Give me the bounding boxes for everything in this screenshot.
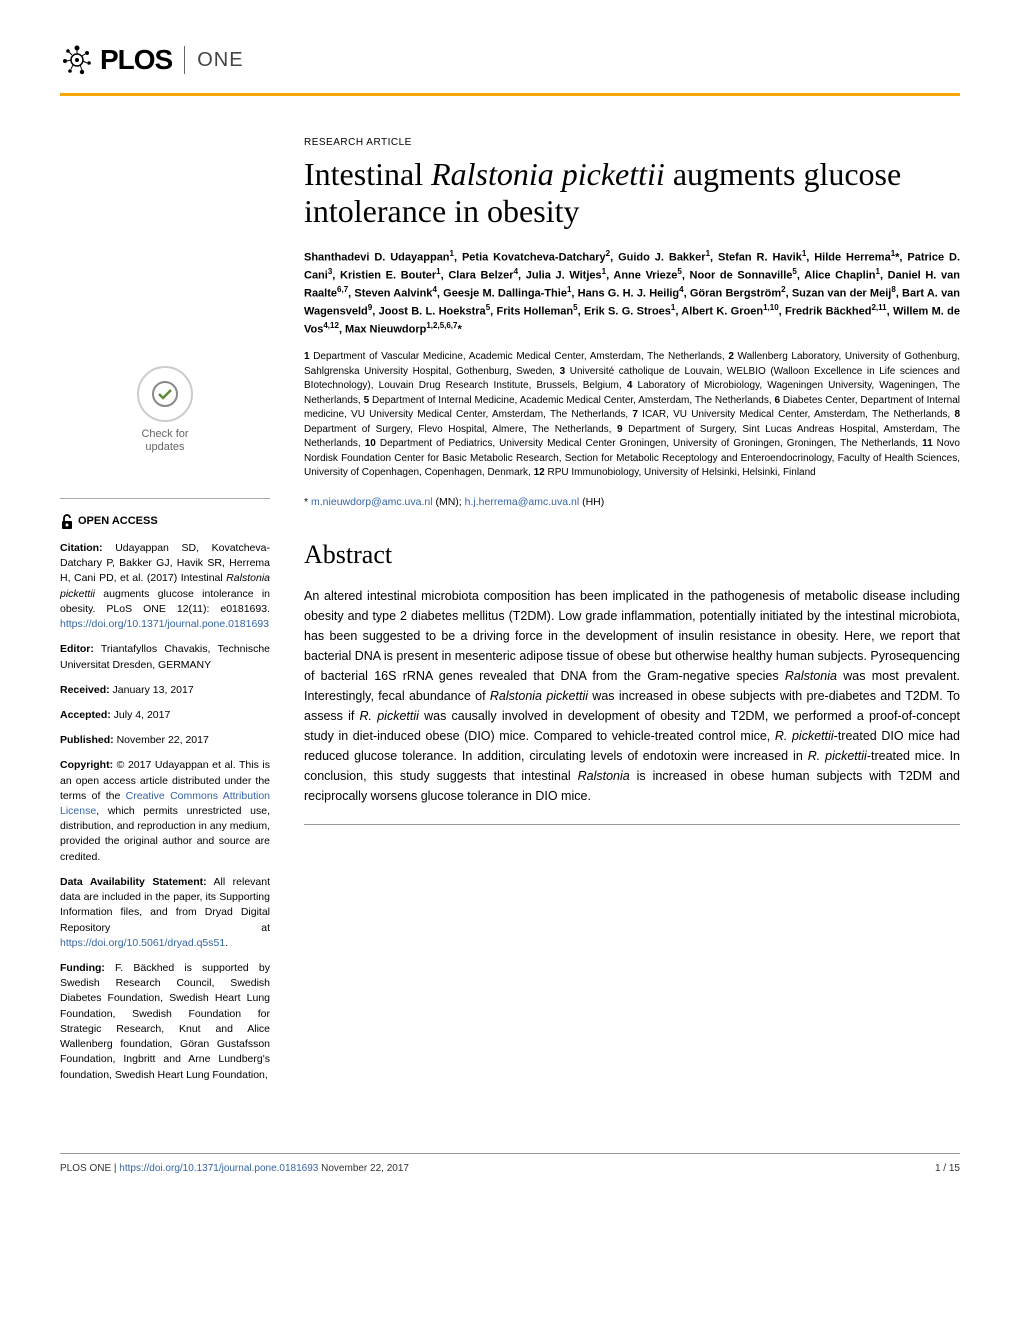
article-type: RESEARCH ARTICLE xyxy=(304,136,960,151)
article-title: Intestinal Ralstonia pickettii augments … xyxy=(304,156,960,230)
editor-block: Editor: Triantafyllos Chavakis, Technisc… xyxy=(60,642,270,672)
corresp-email-2[interactable]: h.j.herrema@amc.uva.nl xyxy=(465,496,580,508)
check-updates-widget[interactable]: Check for updates xyxy=(60,366,270,476)
accepted-label: Accepted: xyxy=(60,709,111,721)
plos-icon xyxy=(60,43,94,77)
plos-logo: PLOS xyxy=(60,40,172,81)
citation-doi-link[interactable]: https://doi.org/10.1371/journal.pone.018… xyxy=(60,618,269,630)
published-text: November 22, 2017 xyxy=(114,734,209,746)
abs-i6: Ralstonia xyxy=(578,769,630,783)
abs-i1: Ralstonia xyxy=(785,669,837,683)
title-pre: Intestinal xyxy=(304,156,431,192)
footer-page: 1 / 15 xyxy=(935,1162,960,1177)
check-updates-text: Check for updates xyxy=(141,428,188,454)
page-footer: PLOS ONE | https://doi.org/10.1371/journ… xyxy=(60,1153,960,1177)
journal-subname: ONE xyxy=(197,46,243,75)
abs-i4: R. pickettii xyxy=(775,729,834,743)
author-list: Shanthadevi D. Udayappan1, Petia Kovatch… xyxy=(304,248,960,339)
open-access-badge: OPEN ACCESS xyxy=(60,513,270,531)
published-block: Published: November 22, 2017 xyxy=(60,733,270,748)
sidebar-divider xyxy=(60,498,270,499)
copyright-label: Copyright: xyxy=(60,759,113,771)
journal-header: PLOS ONE xyxy=(60,40,960,96)
corresp-email-1[interactable]: m.nieuwdorp@amc.uva.nl xyxy=(311,496,433,508)
editor-label: Editor: xyxy=(60,643,94,655)
check-line1: Check for xyxy=(141,428,188,441)
header-divider xyxy=(184,46,185,74)
main-column: RESEARCH ARTICLE Intestinal Ralstonia pi… xyxy=(304,136,960,1093)
corresp-star: * xyxy=(304,496,311,508)
sidebar: Check for updates OPEN ACCESS Citation: … xyxy=(60,136,270,1093)
correspondence: * m.nieuwdorp@amc.uva.nl (MN); h.j.herre… xyxy=(304,495,960,510)
received-block: Received: January 13, 2017 xyxy=(60,683,270,698)
citation-label: Citation: xyxy=(60,542,103,554)
corresp-t1: (MN); xyxy=(433,496,465,508)
corresp-t2: (HH) xyxy=(579,496,604,508)
dryad-link[interactable]: https://doi.org/10.5061/dryad.q5s51 xyxy=(60,937,225,949)
accepted-block: Accepted: July 4, 2017 xyxy=(60,708,270,723)
copyright-block: Copyright: © 2017 Udayappan et al. This … xyxy=(60,758,270,865)
citation-block: Citation: Udayappan SD, Kovatcheva-Datch… xyxy=(60,541,270,632)
abs-i5: R. pickettii xyxy=(808,749,867,763)
footer-journal: PLOS ONE | xyxy=(60,1163,119,1174)
footer-left: PLOS ONE | https://doi.org/10.1371/journ… xyxy=(60,1162,409,1177)
funding-text: F. Bäckhed is supported by Swedish Resea… xyxy=(60,962,270,1081)
accepted-text: July 4, 2017 xyxy=(111,709,171,721)
published-label: Published: xyxy=(60,734,114,746)
funding-label: Funding: xyxy=(60,962,105,974)
abs-i3: R. pickettii xyxy=(360,709,419,723)
funding-block: Funding: F. Bäckhed is supported by Swed… xyxy=(60,961,270,1083)
title-italic: Ralstonia pickettii xyxy=(431,156,665,192)
open-access-icon xyxy=(60,513,74,531)
affiliations: 1 Department of Vascular Medicine, Acade… xyxy=(304,350,960,481)
open-access-label: OPEN ACCESS xyxy=(78,514,158,530)
footer-date: November 22, 2017 xyxy=(318,1163,409,1174)
received-text: January 13, 2017 xyxy=(110,684,194,696)
abstract-body: An altered intestinal microbiota composi… xyxy=(304,586,960,825)
data-text2: . xyxy=(225,937,228,949)
abs-i2: Ralstonia pickettii xyxy=(490,689,588,703)
abstract-heading: Abstract xyxy=(304,536,960,574)
received-label: Received: xyxy=(60,684,110,696)
footer-doi-link[interactable]: https://doi.org/10.1371/journal.pone.018… xyxy=(119,1163,318,1174)
data-availability-block: Data Availability Statement: All relevan… xyxy=(60,875,270,951)
data-label: Data Availability Statement: xyxy=(60,876,207,888)
plos-text: PLOS xyxy=(100,40,172,81)
check-line2: updates xyxy=(141,441,188,454)
crossmark-icon xyxy=(137,366,193,422)
